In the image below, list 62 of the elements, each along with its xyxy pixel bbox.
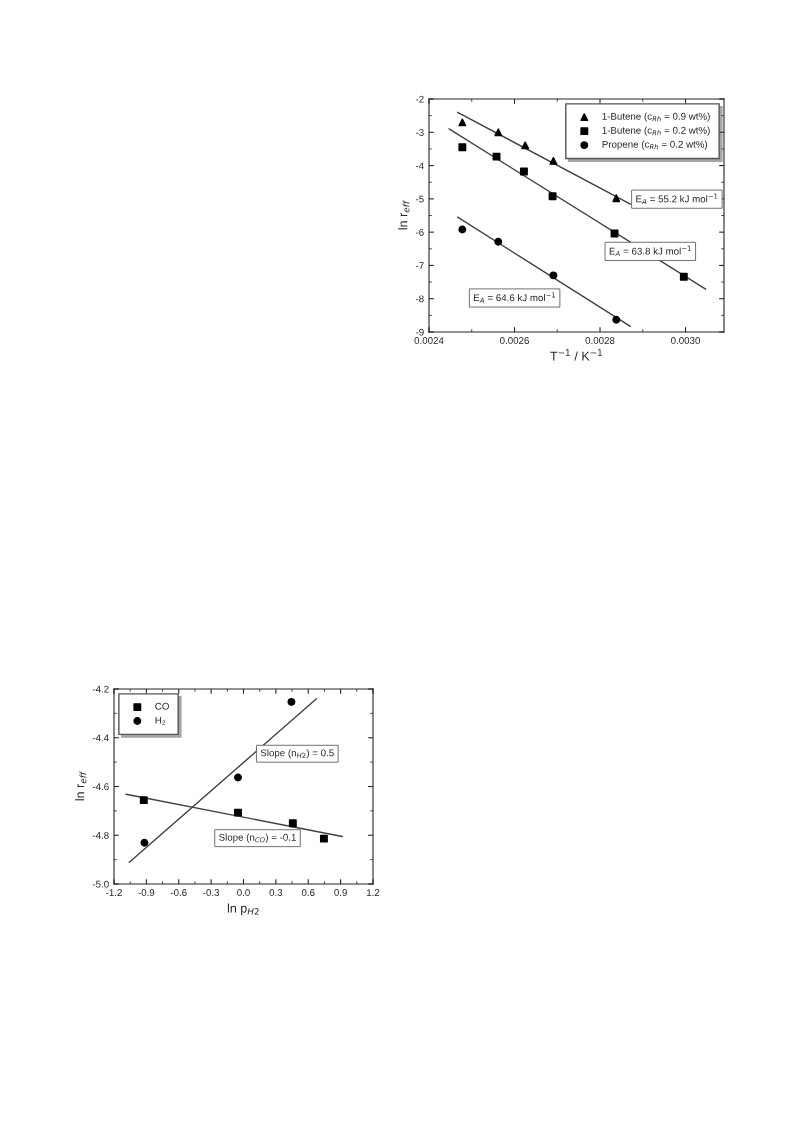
- y-tick-label: -4.4: [92, 734, 109, 742]
- point: [492, 152, 501, 161]
- x-tick-label: 0.0026: [500, 337, 529, 344]
- point: [549, 271, 558, 280]
- x-tick-label: 0.0028: [585, 337, 615, 344]
- x-tick-label: 0.0024: [414, 337, 444, 344]
- annotation: E$_{A}$ = 63.8 kJ mol$^{−1}$: [609, 245, 691, 257]
- y-tick-label: -5.0: [92, 880, 109, 888]
- point: [458, 143, 467, 152]
- point: [612, 194, 621, 203]
- y-tick-label: -4.8: [92, 831, 109, 839]
- y-tick-label: -4: [415, 162, 424, 170]
- point: [612, 315, 621, 324]
- point: [494, 237, 503, 246]
- point: [521, 141, 530, 150]
- point: [519, 167, 528, 176]
- y-tick-label: -7: [415, 262, 424, 269]
- x-tick-label: 0.9: [334, 889, 347, 896]
- point: [458, 118, 467, 127]
- point: [287, 697, 296, 706]
- x-tick-label: -0.3: [203, 889, 220, 896]
- y-tick-label: -5: [415, 195, 424, 203]
- y-tick-label: -8: [415, 295, 424, 303]
- annotation: E$_{A}$ = 64.6 kJ mol$^{−1}$: [474, 292, 556, 303]
- annotation: Slope (n$_{H2}$) = 0.5: [260, 749, 334, 759]
- x-axis-title: ln p$_{H2}$: [227, 903, 259, 916]
- legend-label: 1-Butene (c$_{Rh}$ = 0.9 wt%): [602, 112, 710, 122]
- legend-label: CO: [155, 702, 169, 710]
- y-tick-label: -3: [415, 129, 424, 136]
- legend-label: 1-Butene (c$_{Rh}$ = 0.2 wt%): [602, 126, 710, 136]
- y-tick-label: -4.2: [92, 685, 109, 693]
- y-axis-title: ln r$_{eff}$: [75, 771, 87, 801]
- x-axis-title: T$^{−1}$ / K$^{−1}$: [550, 349, 602, 361]
- legend-label: H₂: [155, 716, 166, 725]
- point: [679, 272, 688, 281]
- point: [288, 819, 297, 828]
- annotation: Slope (n$_{CO}$) = -0.1: [219, 833, 296, 843]
- point: [458, 225, 467, 234]
- annotation: E$_{A}$ = 55.2 kJ mol$^{−1}$: [636, 193, 718, 204]
- point: [140, 838, 149, 847]
- point: [610, 229, 619, 238]
- y-axis-title: ln r$_{eff}$: [398, 200, 410, 230]
- point: [234, 773, 242, 782]
- legend-label: Propene (c$_{Rh}$ = 0.2 wt%): [602, 140, 708, 150]
- y-tick-label: -9: [415, 328, 424, 336]
- x-tick-label: 0.6: [301, 889, 315, 896]
- x-tick-label: -1.2: [106, 889, 122, 896]
- x-tick-label: 1.2: [366, 889, 380, 896]
- point: [548, 192, 557, 201]
- x-tick-label: 0.3: [269, 889, 283, 896]
- point: [494, 128, 503, 137]
- point: [139, 796, 148, 805]
- point: [319, 834, 328, 843]
- point: [234, 808, 242, 817]
- x-tick-label: -0.9: [138, 889, 155, 896]
- x-tick-label: 0.0: [237, 889, 250, 896]
- y-tick-label: -4.6: [92, 783, 109, 791]
- y-tick-label: -6: [415, 228, 424, 236]
- x-tick-label: 0.0030: [671, 337, 701, 344]
- y-tick-label: -2: [415, 95, 424, 103]
- point: [549, 156, 558, 165]
- x-tick-label: -0.6: [170, 889, 187, 896]
